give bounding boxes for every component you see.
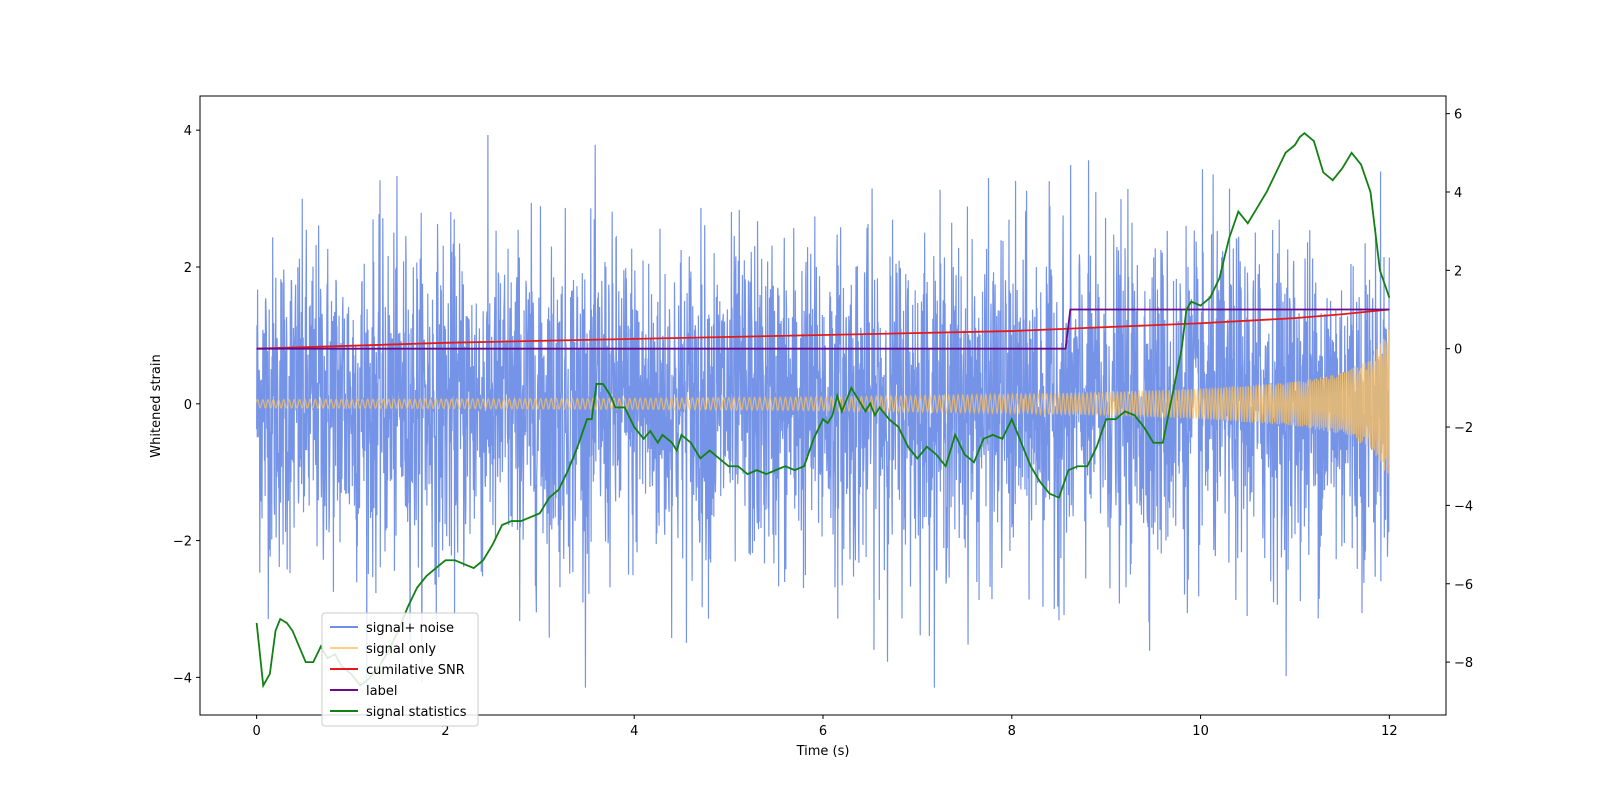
legend-entry: signal+ noise: [366, 621, 454, 636]
series-signal-only-line: [256, 329, 1390, 478]
y2-tick-label: −2: [1454, 421, 1473, 436]
x-tick-label: 2: [441, 724, 449, 739]
y2-tick-label: 2: [1454, 264, 1462, 279]
y2-tick-label: −6: [1454, 578, 1473, 593]
legend: signal+ noise signal only cumilative SNR la…: [321, 612, 479, 727]
series-signal-statistics-line: [255, 132, 1391, 689]
series-layer: [255, 132, 1391, 689]
legend-box: [321, 612, 479, 727]
y-tick-label: −2: [173, 535, 192, 550]
x-tick-label: 6: [819, 724, 827, 739]
x-tick-label: 0: [252, 724, 260, 739]
x-tick-label: 4: [630, 724, 638, 739]
x-tick-label: 8: [1008, 724, 1016, 739]
y2-tick-label: −4: [1454, 499, 1473, 514]
legend-entry: label: [366, 684, 397, 699]
y2-tick-label: 4: [1454, 186, 1462, 201]
x-tick-label: 12: [1381, 724, 1398, 739]
y-tick-label: 0: [184, 398, 192, 413]
legend-entry: cumilative SNR: [366, 663, 465, 678]
x-axis-label: Time (s): [796, 744, 850, 759]
y2-tick-label: 6: [1454, 108, 1462, 123]
y2-tick-label: 0: [1454, 343, 1462, 358]
legend-entry: signal only: [366, 642, 436, 657]
series-cumulative-snr-line: [256, 308, 1390, 350]
ticks-layer: 0 2 4 6 8 10 12 −4 −2 0 2 4 −8 −6 −4 −2 0 2 4 6: [173, 108, 1473, 739]
x-tick-label: 10: [1192, 724, 1209, 739]
series-label-line: [256, 308, 1390, 350]
y-tick-label: 4: [184, 124, 192, 139]
y-tick-label: −4: [173, 671, 192, 686]
legend-entry: signal statistics: [366, 705, 467, 720]
y2-tick-label: −8: [1454, 656, 1473, 671]
y-axis-label: Whitened strain: [149, 354, 164, 457]
y-tick-label: 2: [184, 261, 192, 276]
